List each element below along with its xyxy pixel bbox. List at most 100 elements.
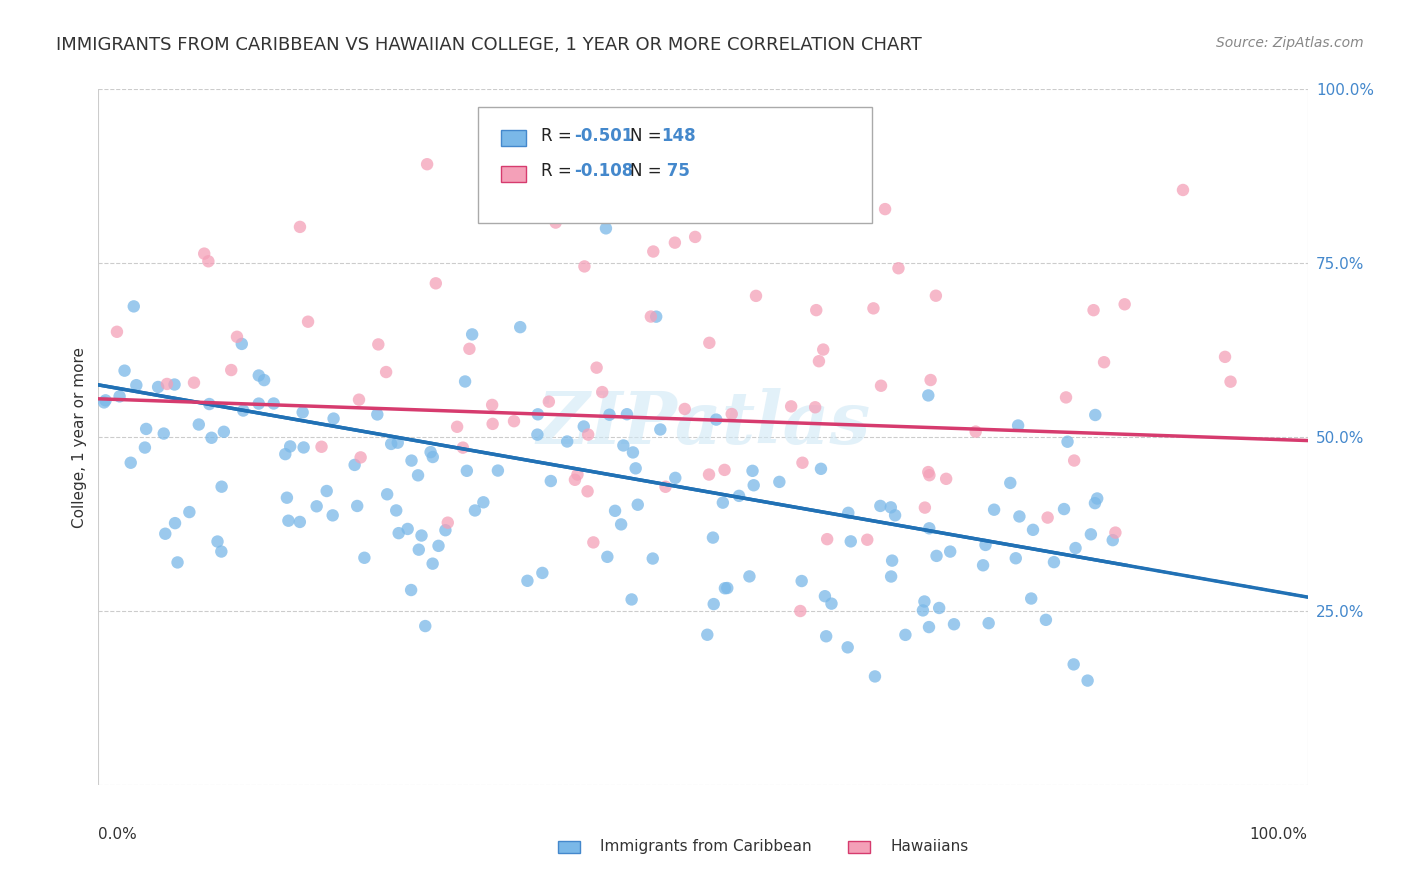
Point — [882, 553, 904, 567]
Point — [219, 363, 242, 377]
Point — [209, 544, 232, 558]
Point — [163, 377, 186, 392]
Text: 75: 75 — [661, 162, 690, 180]
Point — [839, 534, 862, 549]
Point — [1077, 673, 1099, 688]
Point — [810, 462, 832, 476]
Point — [413, 619, 436, 633]
FancyBboxPatch shape — [848, 840, 870, 853]
Point — [416, 157, 439, 171]
Point — [1083, 303, 1105, 318]
Point — [1004, 551, 1026, 566]
Point — [461, 327, 484, 342]
Text: Hawaiians: Hawaiians — [890, 838, 969, 854]
Point — [456, 464, 478, 478]
Point — [616, 407, 638, 421]
Point — [207, 534, 229, 549]
Point — [1092, 355, 1115, 369]
Point — [768, 475, 790, 489]
Point — [146, 380, 169, 394]
Point — [1080, 527, 1102, 541]
Point — [1104, 525, 1126, 540]
Text: -0.108: -0.108 — [574, 162, 633, 180]
Point — [925, 549, 948, 563]
Point — [276, 491, 298, 505]
Point — [912, 594, 935, 608]
Point — [703, 597, 725, 611]
Text: R =: R = — [541, 127, 578, 145]
Point — [486, 464, 509, 478]
Point — [1114, 297, 1136, 311]
Point — [1101, 533, 1123, 548]
Point — [641, 551, 664, 566]
Point — [1063, 657, 1085, 672]
Text: 0.0%: 0.0% — [98, 827, 138, 842]
Point — [1213, 350, 1236, 364]
Point — [610, 517, 633, 532]
Point — [408, 542, 430, 557]
Point — [1022, 523, 1045, 537]
Point — [401, 453, 423, 467]
Point — [696, 628, 718, 642]
Point — [274, 447, 297, 461]
Point — [120, 456, 142, 470]
Text: 100.0%: 100.0% — [1250, 827, 1308, 842]
Point — [869, 499, 891, 513]
Point — [918, 620, 941, 634]
Point — [388, 526, 411, 541]
Point — [179, 505, 201, 519]
Point — [711, 496, 734, 510]
Point — [918, 468, 941, 483]
Point — [163, 516, 186, 530]
Point — [741, 464, 763, 478]
Point — [472, 495, 495, 509]
Point — [108, 389, 131, 403]
Point — [943, 617, 966, 632]
Point — [914, 500, 936, 515]
Point — [434, 523, 457, 537]
Point — [226, 330, 249, 344]
Point — [983, 502, 1005, 516]
Text: Immigrants from Caribbean: Immigrants from Caribbean — [600, 838, 811, 854]
Point — [596, 549, 619, 564]
Point — [699, 335, 721, 350]
FancyBboxPatch shape — [558, 840, 579, 853]
Point — [1171, 183, 1194, 197]
Point — [422, 557, 444, 571]
Point — [349, 450, 371, 465]
Point — [713, 463, 735, 477]
Point — [585, 360, 607, 375]
Point — [595, 221, 617, 235]
Point — [728, 489, 751, 503]
Point — [1036, 510, 1059, 524]
Point — [253, 373, 276, 387]
Point — [1085, 491, 1108, 506]
Point — [1084, 496, 1107, 510]
Point — [419, 445, 441, 459]
Point — [572, 419, 595, 434]
Point — [974, 538, 997, 552]
Point — [464, 503, 486, 517]
Point — [152, 426, 174, 441]
Point — [664, 235, 686, 250]
Point — [582, 535, 605, 549]
Point — [411, 528, 433, 542]
Point — [918, 521, 941, 535]
Point — [683, 230, 706, 244]
Point — [591, 385, 613, 400]
Point — [574, 260, 596, 274]
Point — [870, 378, 893, 392]
Point — [813, 343, 835, 357]
Point — [454, 375, 477, 389]
Point — [516, 574, 538, 588]
Point — [197, 254, 219, 268]
Point — [620, 592, 643, 607]
Point — [704, 412, 727, 426]
Point — [917, 388, 939, 402]
Point — [939, 544, 962, 558]
Point — [231, 337, 253, 351]
Point — [425, 277, 447, 291]
Point — [1008, 509, 1031, 524]
Point — [564, 473, 586, 487]
Point — [367, 337, 389, 351]
